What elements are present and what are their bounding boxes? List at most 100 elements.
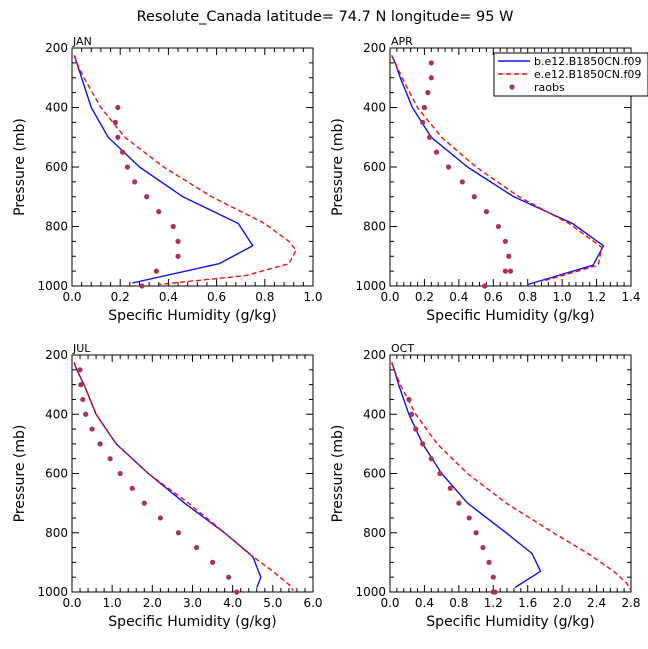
oct-y-tick-label: 400 xyxy=(363,407,386,421)
jan-raobs-point xyxy=(115,104,121,111)
apr-series-model-1-line xyxy=(391,55,605,286)
apr-raobs-point xyxy=(506,253,512,259)
jan-y-tick-label: 1000 xyxy=(37,279,68,293)
oct-x-axis-label: Specific Humidity (g/kg) xyxy=(426,614,594,630)
jul-raobs-point xyxy=(117,470,123,477)
apr-y-tick-label: 400 xyxy=(363,101,386,115)
jan-raobs-point xyxy=(144,194,150,200)
jan-raobs-point xyxy=(175,253,181,259)
oct-y-tick-label: 600 xyxy=(363,467,386,481)
jan-raobs-point xyxy=(124,164,131,170)
oct-y-axis-label: Pressure (mb) xyxy=(330,425,346,523)
oct-y-tick-label: 200 xyxy=(363,348,386,362)
apr-raobs-point xyxy=(428,75,434,81)
jan-panel-label: JAN xyxy=(72,35,92,48)
jul-series-model-2-line xyxy=(73,362,294,591)
apr-raobs-point xyxy=(502,238,508,244)
jan-x-tick-label: 0.6 xyxy=(207,290,226,304)
jul-x-tick-label: 1.0 xyxy=(103,596,122,610)
oct-x-tick-label: 2.8 xyxy=(621,596,640,610)
jan-raobs-point xyxy=(139,283,145,289)
jul-raobs-point xyxy=(129,485,135,491)
oct-series-model-2-line xyxy=(391,362,632,591)
apr-y-tick-label: 200 xyxy=(363,41,386,55)
jan-x-tick-label: 0.0 xyxy=(62,290,81,304)
apr-y-tick-label: 1000 xyxy=(355,279,386,293)
jul-raobs-point xyxy=(83,411,89,417)
jul-x-tick-label: 0.0 xyxy=(62,596,81,610)
jan-y-tick-label: 400 xyxy=(45,101,68,115)
jul-series-model-1-line xyxy=(73,362,262,588)
jan-raobs-point xyxy=(120,149,126,155)
oct-x-tick-label: 2.0 xyxy=(553,596,572,610)
jul-raobs-point xyxy=(80,396,86,403)
apr-x-tick-label: 0.0 xyxy=(380,290,399,304)
oct-x-tick-label: 0.4 xyxy=(415,596,434,610)
legend-entry-label: b.e12.B1850CN.f09 xyxy=(534,55,642,68)
apr-x-tick-label: 0.4 xyxy=(449,290,468,304)
jul-raobs-point xyxy=(89,426,95,432)
oct-raobs-point xyxy=(466,515,472,521)
jul-x-tick-label: 2.0 xyxy=(143,596,162,610)
apr-x-tick-label: 1.2 xyxy=(587,290,606,304)
apr-x-tick-label: 0.2 xyxy=(415,290,434,304)
apr-x-axis-label: Specific Humidity (g/kg) xyxy=(426,308,594,324)
jul-x-tick-label: 5.0 xyxy=(263,596,282,610)
jul-raobs-point xyxy=(234,589,240,595)
oct-panel-label: OCT xyxy=(391,342,414,355)
oct-x-tick-label: 1.6 xyxy=(518,596,537,610)
oct-raobs-point xyxy=(428,456,434,462)
jul-raobs-point xyxy=(97,441,103,447)
apr-raobs-point xyxy=(421,104,428,111)
jul-raobs-point xyxy=(107,456,113,462)
oct-raobs-point xyxy=(408,411,415,417)
jul-x-tick-label: 3.0 xyxy=(183,596,202,610)
oct-raobs-point xyxy=(473,530,479,536)
jul-raobs-point xyxy=(193,544,200,551)
apr-raobs-point xyxy=(426,134,433,140)
apr-y-tick-label: 800 xyxy=(363,220,386,234)
apr-x-tick-label: 1.4 xyxy=(621,290,640,304)
jan-raobs-point xyxy=(115,134,121,140)
jan-x-tick-label: 0.2 xyxy=(111,290,130,304)
figure-title: Resolute_Canada latitude= 74.7 N longitu… xyxy=(137,9,514,25)
apr-raobs-point xyxy=(433,149,440,155)
jul-plot-frame xyxy=(71,354,314,593)
apr-panel-label: APR xyxy=(391,35,413,48)
apr-raobs-point xyxy=(502,268,508,274)
apr-raobs-point xyxy=(495,223,502,230)
oct-raobs-point xyxy=(406,396,412,403)
jul-raobs-point xyxy=(77,367,83,373)
apr-raobs-point xyxy=(420,119,426,125)
apr-x-tick-label: 0.6 xyxy=(484,290,503,304)
oct-raobs-point xyxy=(437,470,443,477)
oct-x-tick-label: 1.2 xyxy=(484,596,503,610)
apr-series-model-2-line xyxy=(391,55,603,283)
apr-raobs-point xyxy=(471,194,477,200)
apr-raobs-point xyxy=(459,179,465,185)
jul-x-tick-label: 4.0 xyxy=(223,596,242,610)
jan-plot-frame xyxy=(71,47,314,287)
jan-x-tick-label: 1.0 xyxy=(303,290,322,304)
jan-series-model-2-line xyxy=(73,55,297,286)
jan-y-axis-label: Pressure (mb) xyxy=(12,118,28,216)
oct-x-tick-label: 0.8 xyxy=(449,596,468,610)
oct-plot-frame xyxy=(389,354,632,593)
jul-x-tick-label: 6.0 xyxy=(303,596,322,610)
jan-y-tick-label: 200 xyxy=(45,41,68,55)
oct-y-tick-label: 800 xyxy=(363,526,386,540)
oct-raobs-point xyxy=(480,544,486,551)
jan-raobs-point xyxy=(153,268,159,274)
oct-raobs-point xyxy=(413,426,419,432)
oct-y-tick-label: 1000 xyxy=(355,585,386,599)
jul-raobs-point xyxy=(141,500,147,506)
oct-x-tick-label: 2.4 xyxy=(587,596,606,610)
jul-y-tick-label: 400 xyxy=(45,407,68,421)
jul-raobs-point xyxy=(157,515,163,521)
apr-raobs-point xyxy=(482,283,488,289)
jul-y-tick-label: 600 xyxy=(45,467,68,481)
jul-y-tick-label: 1000 xyxy=(37,585,68,599)
jan-x-tick-label: 0.4 xyxy=(159,290,178,304)
oct-raobs-point xyxy=(490,589,496,595)
